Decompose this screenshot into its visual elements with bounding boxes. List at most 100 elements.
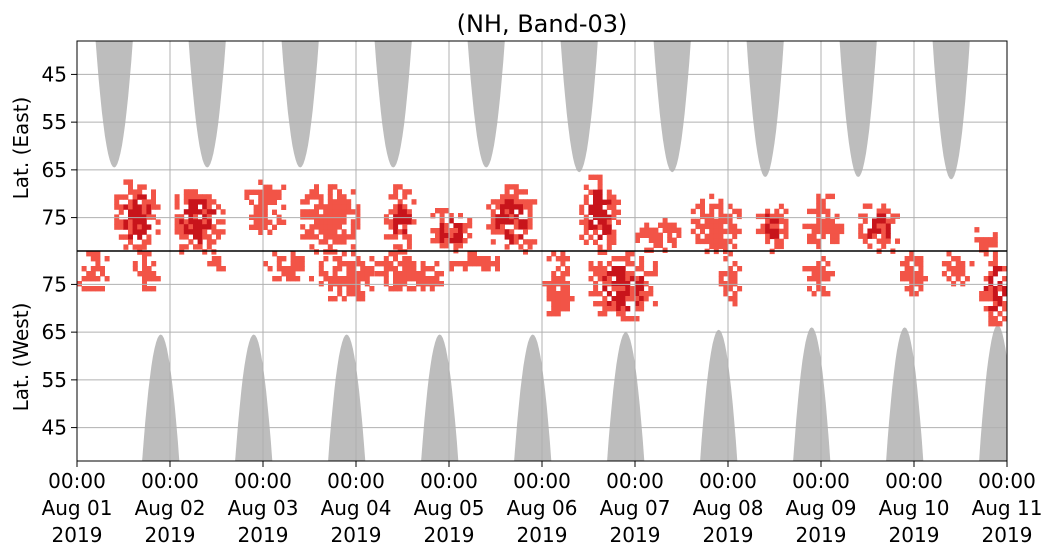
echo-cell bbox=[286, 266, 291, 272]
echo-cell bbox=[830, 233, 835, 240]
echo-cell bbox=[397, 244, 403, 250]
echo-cell bbox=[890, 218, 896, 224]
echo-cell bbox=[583, 229, 589, 235]
echo-cell bbox=[941, 271, 947, 277]
echo-cell bbox=[830, 271, 835, 277]
echo-cell bbox=[825, 261, 831, 267]
echo-cell bbox=[193, 219, 198, 225]
no-coverage-lobe-east-7 bbox=[746, 41, 784, 177]
echo-cell bbox=[332, 199, 338, 205]
echo-cell bbox=[355, 214, 361, 220]
echo-cell bbox=[760, 213, 766, 220]
echo-cell bbox=[141, 244, 147, 250]
echo-cell bbox=[602, 266, 608, 272]
echo-cell bbox=[141, 199, 147, 205]
echo-cell bbox=[439, 243, 445, 249]
echo-cell bbox=[639, 232, 645, 238]
echo-cluster bbox=[858, 203, 900, 254]
echo-cell bbox=[602, 209, 608, 215]
echo-cell bbox=[858, 233, 864, 239]
echo-cell bbox=[132, 229, 138, 235]
echo-cell bbox=[588, 224, 594, 230]
echo-cell bbox=[327, 224, 333, 230]
echo-cell bbox=[206, 214, 212, 220]
echo-cell bbox=[639, 227, 645, 233]
echo-cell bbox=[490, 199, 496, 205]
echo-cell bbox=[402, 189, 408, 195]
echo-cell bbox=[193, 189, 198, 195]
echo-cell bbox=[481, 256, 487, 262]
echo-cell bbox=[988, 237, 994, 243]
echo-cell bbox=[341, 281, 347, 287]
echo-cell bbox=[346, 286, 352, 292]
echo-cell bbox=[346, 271, 352, 277]
echo-cell bbox=[429, 276, 435, 282]
echo-cell bbox=[220, 209, 226, 215]
echo-cell bbox=[323, 224, 329, 230]
echo-cell bbox=[290, 266, 296, 272]
echo-cell bbox=[202, 234, 208, 240]
echo-cell bbox=[988, 261, 994, 267]
echo-cell bbox=[202, 199, 208, 205]
echo-cell bbox=[755, 213, 761, 220]
echo-cell bbox=[448, 213, 454, 219]
echo-cell bbox=[341, 261, 347, 267]
echo-cell bbox=[723, 271, 729, 277]
echo-cluster bbox=[263, 251, 314, 282]
echo-cell bbox=[588, 291, 594, 297]
echo-cell bbox=[318, 261, 324, 267]
echo-cell bbox=[323, 256, 329, 262]
echo-cell bbox=[634, 276, 640, 282]
echo-cell bbox=[216, 229, 221, 235]
echo-cell bbox=[606, 306, 612, 312]
echo-cell bbox=[718, 281, 724, 287]
echo-cell bbox=[197, 244, 203, 250]
echo-cell bbox=[579, 219, 585, 225]
echo-cell bbox=[327, 229, 333, 235]
echo-cell bbox=[179, 224, 185, 230]
echo-cell bbox=[332, 229, 338, 235]
echo-cell bbox=[351, 266, 356, 272]
y-axis-label-east: Lat. (East) bbox=[9, 97, 33, 200]
echo-cell bbox=[411, 266, 417, 272]
echo-cell bbox=[709, 203, 715, 210]
x-tick-label-year: 2019 bbox=[796, 523, 847, 547]
echo-cluster bbox=[207, 256, 226, 272]
echo-cell bbox=[406, 261, 412, 267]
echo-cell bbox=[616, 291, 622, 297]
echo-cell bbox=[951, 271, 957, 277]
echo-cell bbox=[327, 199, 333, 205]
x-tick-label-year: 2019 bbox=[703, 523, 754, 547]
echo-cell bbox=[816, 193, 822, 200]
echo-cell bbox=[458, 223, 463, 229]
echo-cell bbox=[388, 286, 394, 292]
echo-layer bbox=[77, 174, 1007, 327]
echo-cell bbox=[211, 224, 217, 230]
echo-cell bbox=[913, 281, 919, 287]
echo-cell bbox=[653, 237, 659, 243]
echo-cell bbox=[318, 266, 324, 272]
echo-cell bbox=[671, 242, 677, 248]
echo-cell bbox=[332, 281, 338, 287]
echo-cell bbox=[276, 256, 282, 262]
echo-cell bbox=[267, 199, 273, 205]
echo-cell bbox=[616, 311, 622, 317]
echo-cell bbox=[718, 223, 724, 230]
echo-cell bbox=[634, 286, 640, 292]
echo-cell bbox=[439, 228, 445, 234]
x-tick-label-year: 2019 bbox=[982, 523, 1033, 547]
echo-cell bbox=[811, 228, 817, 235]
echo-cell bbox=[992, 256, 998, 262]
echo-cell bbox=[588, 266, 594, 272]
echo-cell bbox=[862, 213, 868, 219]
echo-cell bbox=[383, 271, 389, 277]
echo-cell bbox=[913, 261, 919, 267]
echo-cell bbox=[602, 311, 608, 317]
echo-cell bbox=[216, 266, 222, 272]
echo-cell bbox=[332, 266, 338, 272]
echo-cell bbox=[597, 204, 603, 210]
echo-cell bbox=[625, 296, 631, 302]
echo-cell bbox=[393, 251, 398, 257]
echo-cell bbox=[885, 233, 891, 239]
echo-cell bbox=[402, 224, 408, 230]
